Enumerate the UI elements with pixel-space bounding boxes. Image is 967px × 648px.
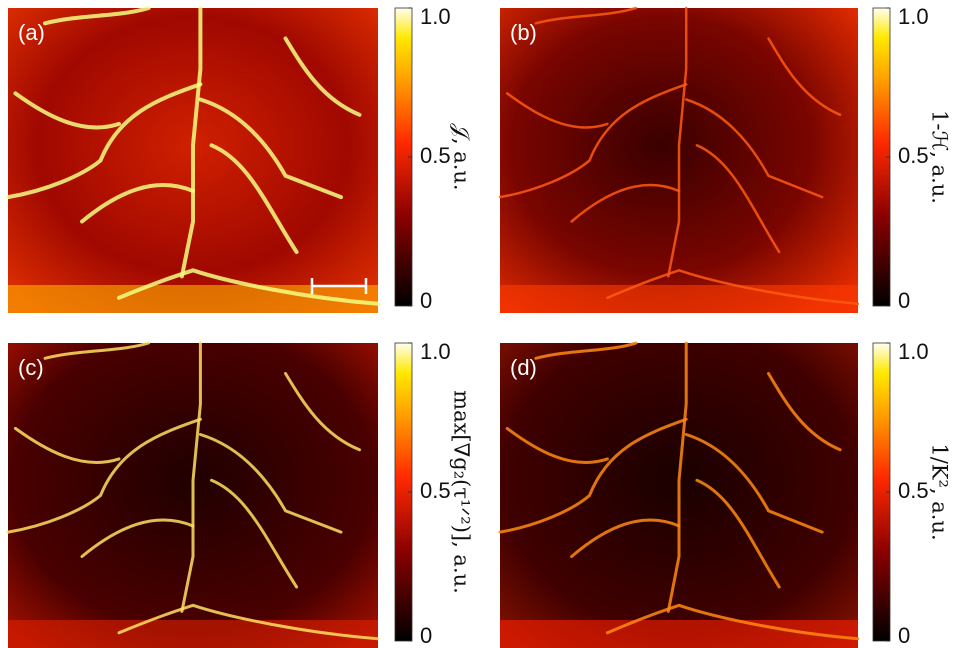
colorbar-tick-label: 0 [420, 288, 432, 313]
colorbar-tick-label: 1.0 [898, 339, 929, 364]
panel-label: (b) [510, 20, 537, 45]
colorbar-tick-label: 1.0 [898, 4, 929, 29]
colorbar-tick-label: 0 [420, 623, 432, 648]
panel-label: (a) [18, 20, 45, 45]
colorbar-tick-label: 1.0 [420, 4, 451, 29]
panel-label: (c) [18, 355, 44, 380]
colorbar-tick-label: 1.0 [420, 339, 451, 364]
colorbar-tick-label: 0.5 [420, 143, 451, 168]
colorbar-label: 1-ℋ, a.u. [928, 110, 952, 204]
colorbar-tick-label: 0 [898, 288, 910, 313]
figure: (a) 1.0 0.5 0 𝒥, a.u. (b) 1.0 0.5 0 1-ℋ, a.u. (c) 1… [0, 0, 967, 648]
colorbar-label: 1/K², a.u. [928, 443, 952, 540]
colorbar-label: 𝒥, a.u. [450, 123, 474, 190]
colorbar-label: max[∇g₂(τ¹ᐟ²)], a.u. [450, 390, 474, 594]
colorbar-tick-label: 0.5 [898, 478, 929, 503]
panel-label: (d) [510, 355, 537, 380]
colorbar-tick-label: 0.5 [420, 478, 451, 503]
bottom-glow [500, 285, 858, 313]
colorbar-tick-label: 0.5 [898, 143, 929, 168]
colorbar-tick-label: 0 [898, 623, 910, 648]
